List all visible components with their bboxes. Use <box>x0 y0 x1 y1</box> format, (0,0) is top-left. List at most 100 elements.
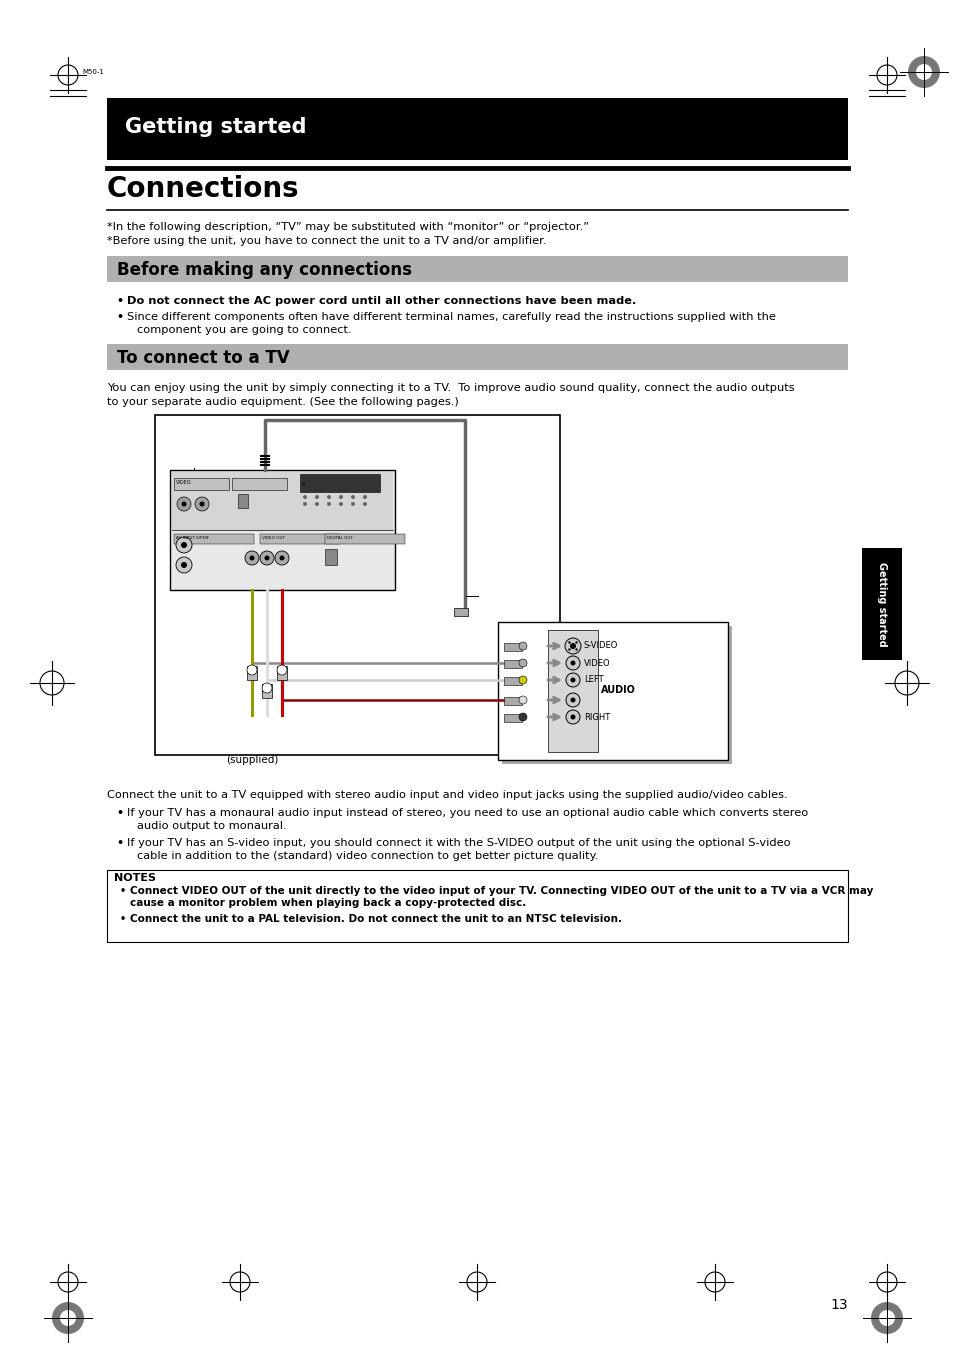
Bar <box>262 684 272 698</box>
Circle shape <box>262 684 272 693</box>
Circle shape <box>518 676 526 684</box>
Circle shape <box>878 1310 894 1325</box>
Bar <box>299 474 379 492</box>
Circle shape <box>363 503 367 507</box>
Bar <box>170 470 395 590</box>
Bar <box>325 534 405 544</box>
Text: AUDIO: AUDIO <box>600 685 636 694</box>
Bar <box>173 534 253 544</box>
Circle shape <box>564 638 580 654</box>
Text: If your TV has an S-video input, you should connect it with the S-VIDEO output o: If your TV has an S-video input, you sho… <box>127 838 790 848</box>
Circle shape <box>363 494 367 499</box>
Circle shape <box>907 55 939 88</box>
Text: White: White <box>288 676 318 686</box>
Bar <box>107 870 847 942</box>
Text: The unit: The unit <box>173 463 216 473</box>
Text: Red: Red <box>253 694 273 705</box>
Circle shape <box>327 494 331 499</box>
Text: Do not connect the AC power cord until all other connections have been made.: Do not connect the AC power cord until a… <box>127 296 636 305</box>
Circle shape <box>569 643 576 648</box>
Bar <box>503 643 521 651</box>
Text: •: • <box>116 808 123 817</box>
Bar <box>862 549 901 661</box>
Text: Connections: Connections <box>107 176 299 203</box>
Text: Audio/Video cable: Audio/Video cable <box>210 742 304 753</box>
Bar <box>325 549 336 565</box>
Circle shape <box>60 1310 76 1325</box>
Bar <box>237 494 248 508</box>
Text: cause a monitor problem when playing back a copy-protected disc.: cause a monitor problem when playing bac… <box>130 898 526 908</box>
Text: cable in addition to the (standard) video connection to get better picture quali: cable in addition to the (standard) vide… <box>137 851 598 861</box>
Circle shape <box>177 497 191 511</box>
Circle shape <box>175 557 192 573</box>
Text: S-VIDEO: S-VIDEO <box>583 642 618 650</box>
Text: Red: Red <box>473 694 493 705</box>
Circle shape <box>568 648 570 651</box>
Circle shape <box>175 536 192 553</box>
Circle shape <box>570 697 575 703</box>
Text: VIDEO: VIDEO <box>583 658 610 667</box>
Bar <box>154 415 559 755</box>
Text: (supplied): (supplied) <box>226 755 278 765</box>
Text: Connect the unit to a TV equipped with stereo audio input and video input jacks : Connect the unit to a TV equipped with s… <box>107 790 787 800</box>
Circle shape <box>870 1302 902 1333</box>
Circle shape <box>570 715 575 720</box>
Text: If your TV has a monaural audio input instead of stereo, you need to use an opti: If your TV has a monaural audio input in… <box>127 808 807 817</box>
Circle shape <box>565 657 579 670</box>
Text: White: White <box>462 671 493 682</box>
Bar <box>547 630 598 753</box>
Circle shape <box>264 555 269 561</box>
Circle shape <box>303 503 307 507</box>
Bar <box>503 677 521 685</box>
Bar <box>247 666 256 680</box>
Text: Since different components often have different terminal names, carefully read t: Since different components often have di… <box>127 312 775 322</box>
Bar <box>503 713 521 721</box>
Text: component you are going to connect.: component you are going to connect. <box>137 326 352 335</box>
Text: Connect VIDEO OUT of the unit directly to the video input of your TV. Connecting: Connect VIDEO OUT of the unit directly t… <box>130 886 872 896</box>
Bar <box>173 478 229 490</box>
Text: LEFT: LEFT <box>583 676 603 685</box>
Bar <box>276 666 287 680</box>
Circle shape <box>338 494 343 499</box>
Text: Connect the unit to a PAL television. Do not connect the unit to an NTSC televis: Connect the unit to a PAL television. Do… <box>130 915 621 924</box>
Circle shape <box>518 659 526 667</box>
Circle shape <box>314 503 318 507</box>
Text: VIDEO OUT: VIDEO OUT <box>262 536 285 540</box>
Circle shape <box>260 551 274 565</box>
Circle shape <box>565 711 579 724</box>
Circle shape <box>276 665 287 676</box>
Text: •: • <box>120 915 126 924</box>
Text: Yellow: Yellow <box>460 655 493 665</box>
Circle shape <box>314 494 318 499</box>
Circle shape <box>245 551 258 565</box>
Text: NOTES: NOTES <box>113 873 156 884</box>
Circle shape <box>194 497 209 511</box>
Circle shape <box>915 63 931 80</box>
Text: IN: IN <box>567 640 578 650</box>
Text: to your separate audio equipment. (See the following pages.): to your separate audio equipment. (See t… <box>107 397 458 407</box>
Text: RIGHT: RIGHT <box>583 712 610 721</box>
Circle shape <box>518 696 526 704</box>
Circle shape <box>518 713 526 721</box>
Circle shape <box>338 503 343 507</box>
Circle shape <box>181 501 186 507</box>
Bar <box>497 621 727 761</box>
Circle shape <box>351 494 355 499</box>
Circle shape <box>575 648 578 651</box>
Circle shape <box>518 642 526 650</box>
Circle shape <box>575 642 578 643</box>
Circle shape <box>565 673 579 688</box>
Circle shape <box>351 503 355 507</box>
Text: •: • <box>116 312 123 322</box>
Circle shape <box>52 1302 84 1333</box>
Text: Yellow: Yellow <box>204 676 235 686</box>
Text: M50-1: M50-1 <box>82 69 104 76</box>
Bar <box>501 626 731 765</box>
Text: To connect to a TV: To connect to a TV <box>117 349 290 367</box>
Text: •: • <box>116 296 123 305</box>
Text: *Before using the unit, you have to connect the unit to a TV and/or amplifier.: *Before using the unit, you have to conn… <box>107 236 546 246</box>
Circle shape <box>570 661 575 666</box>
Text: •: • <box>116 838 123 848</box>
Bar <box>232 478 287 490</box>
Circle shape <box>181 542 187 549</box>
